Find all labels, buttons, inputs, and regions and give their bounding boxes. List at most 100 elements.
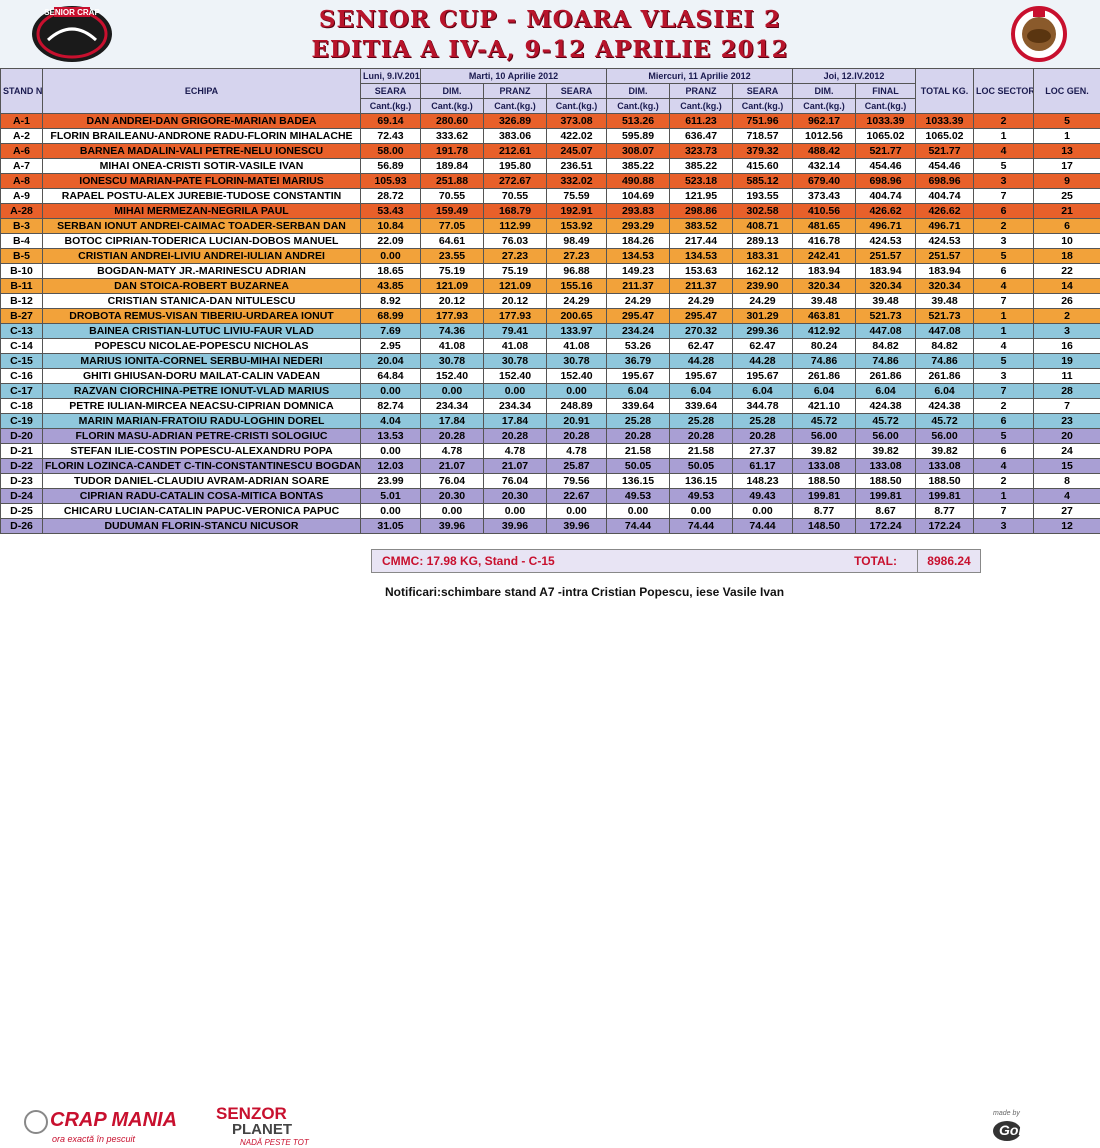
cell-value: 188.50 — [793, 474, 856, 489]
cell-value: 211.37 — [607, 279, 670, 294]
unit-header: Cant.(kg.) — [484, 99, 547, 114]
cell-value: 6 — [974, 414, 1034, 429]
cell-value: 82.74 — [361, 399, 421, 414]
cell-value: 49.43 — [733, 489, 793, 504]
cell-value: 84.82 — [916, 339, 974, 354]
cell-value: 454.46 — [916, 159, 974, 174]
unit-header: Cant.(kg.) — [733, 99, 793, 114]
cell-value: 236.51 — [547, 159, 607, 174]
cell-value: 6.04 — [916, 384, 974, 399]
cell-value: 211.37 — [670, 279, 733, 294]
cmmc-bar: CMMC: 17.98 KG, Stand - C-15 TOTAL: — [371, 549, 918, 573]
cell-value: 0.00 — [361, 249, 421, 264]
cell-value: 22 — [1034, 264, 1100, 279]
cell-value: 20.28 — [484, 429, 547, 444]
cell-value: 39.48 — [793, 294, 856, 309]
cell-value: 424.53 — [856, 234, 916, 249]
cell-value: 6 — [974, 444, 1034, 459]
cell-value: 24.29 — [607, 294, 670, 309]
cell-value: 4 — [974, 339, 1034, 354]
cell-value: 134.53 — [670, 249, 733, 264]
cell-value: 75.59 — [547, 189, 607, 204]
cell-value: 339.64 — [607, 399, 670, 414]
cell-value: 136.15 — [670, 474, 733, 489]
cell-value: 415.60 — [733, 159, 793, 174]
cell-echipa: IONESCU MARIAN-PATE FLORIN-MATEI MARIUS — [43, 174, 361, 189]
cell-value: 1 — [974, 489, 1034, 504]
cell-value: 17.84 — [484, 414, 547, 429]
cell-value: 121.09 — [484, 279, 547, 294]
cell-value: 30.78 — [421, 354, 484, 369]
cell-value: 16 — [1034, 339, 1100, 354]
cell-value: 58.00 — [361, 144, 421, 159]
cell-value: 13 — [1034, 144, 1100, 159]
cell-value: 199.81 — [856, 489, 916, 504]
cell-value: 20.28 — [421, 429, 484, 444]
cell-value: 39.82 — [856, 444, 916, 459]
cell-value: 75.19 — [484, 264, 547, 279]
cell-value: 1 — [974, 309, 1034, 324]
cell-value: 679.40 — [793, 174, 856, 189]
cell-value: 412.92 — [793, 324, 856, 339]
cell-echipa: BOGDAN-MATY JR.-MARINESCU ADRIAN — [43, 264, 361, 279]
cell-stand: D-24 — [1, 489, 43, 504]
gor-965-logo: made by Gor 965 — [985, 1105, 1095, 1145]
cell-value: 183.94 — [916, 264, 974, 279]
cell-value: 50.05 — [607, 459, 670, 474]
cell-value: 193.55 — [733, 189, 793, 204]
crap-mania-logo-slogan: ora exactă în pescuit — [52, 1134, 136, 1144]
cell-value: 6.04 — [733, 384, 793, 399]
cell-value: 152.40 — [484, 369, 547, 384]
cell-stand: C-17 — [1, 384, 43, 399]
planet-logo-text: PLANET — [232, 1121, 292, 1138]
cell-value: 188.50 — [916, 474, 974, 489]
cell-stand: B-11 — [1, 279, 43, 294]
col-header-total: TOTAL KG. — [916, 69, 974, 114]
col-header-loc-sector: LOC SECTOR — [974, 69, 1034, 114]
subheader-dim: DIM. — [421, 84, 484, 99]
cell-value: 270.32 — [670, 324, 733, 339]
cell-echipa: CRISTIAN STANICA-DAN NITULESCU — [43, 294, 361, 309]
cell-value: 168.79 — [484, 204, 547, 219]
cell-value: 326.89 — [484, 114, 547, 129]
cell-value: 251.88 — [421, 174, 484, 189]
cell-value: 4 — [974, 279, 1034, 294]
header: SENIOR CRAP SENIOR CUP - MOARA VLASIEI 2… — [0, 0, 1100, 68]
cell-value: 195.67 — [733, 369, 793, 384]
cell-stand: B-4 — [1, 234, 43, 249]
subheader-seara: SEARA — [361, 84, 421, 99]
cell-value: 4.78 — [547, 444, 607, 459]
cell-echipa: BAINEA CRISTIAN-LUTUC LIVIU-FAUR VLAD — [43, 324, 361, 339]
cell-value: 408.71 — [733, 219, 793, 234]
cell-value: 611.23 — [670, 114, 733, 129]
cell-value: 172.24 — [856, 519, 916, 534]
unit-header: Cant.(kg.) — [793, 99, 856, 114]
cell-value: 44.28 — [670, 354, 733, 369]
cell-stand: A-28 — [1, 204, 43, 219]
cell-value: 379.32 — [733, 144, 793, 159]
cell-value: 79.56 — [547, 474, 607, 489]
cell-value: 76.03 — [484, 234, 547, 249]
cell-value: 19 — [1034, 354, 1100, 369]
cell-value: 199.81 — [916, 489, 974, 504]
cell-value: 333.62 — [421, 129, 484, 144]
cell-stand: D-22 — [1, 459, 43, 474]
cell-value: 70.55 — [421, 189, 484, 204]
cell-value: 6.04 — [856, 384, 916, 399]
cell-value: 6 — [974, 264, 1034, 279]
cell-value: 272.67 — [484, 174, 547, 189]
cell-value: 234.24 — [607, 324, 670, 339]
cell-value: 373.43 — [793, 189, 856, 204]
cell-echipa: POPESCU NICOLAE-POPESCU NICHOLAS — [43, 339, 361, 354]
cell-value: 49.53 — [607, 489, 670, 504]
cell-value: 22.67 — [547, 489, 607, 504]
cell-echipa: TUDOR DANIEL-CLAUDIU AVRAM-ADRIAN SOARE — [43, 474, 361, 489]
cell-value: 521.73 — [916, 309, 974, 324]
cell-value: 5 — [974, 249, 1034, 264]
unit-header: Cant.(kg.) — [670, 99, 733, 114]
